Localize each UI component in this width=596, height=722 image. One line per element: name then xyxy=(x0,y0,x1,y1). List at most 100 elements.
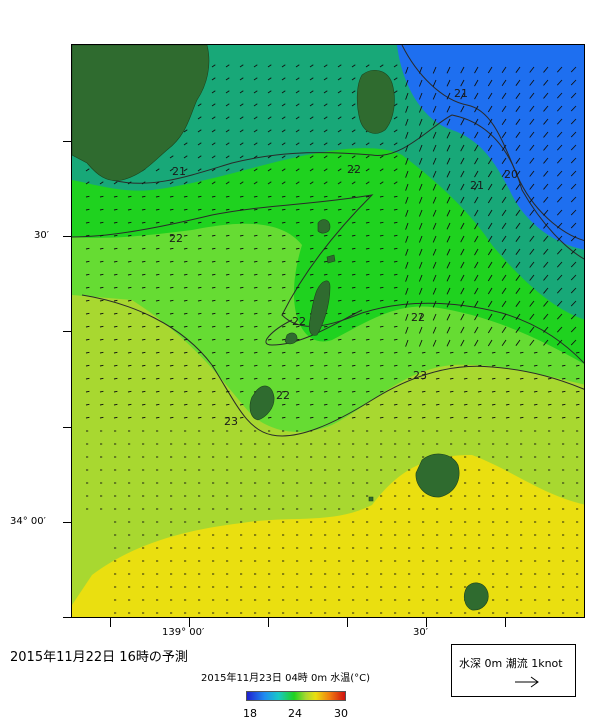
toshima xyxy=(317,219,331,234)
current-vector xyxy=(556,326,563,333)
current-vector xyxy=(543,274,549,281)
current-vector xyxy=(197,103,202,107)
current-vector xyxy=(519,351,524,354)
current-vector xyxy=(337,129,342,133)
current-vector xyxy=(197,364,202,367)
current-vector xyxy=(85,390,90,393)
mikurajima xyxy=(463,582,489,611)
current-vector xyxy=(225,377,230,380)
current-vector xyxy=(405,183,409,191)
current-vector xyxy=(225,260,230,263)
current-vector xyxy=(432,157,437,165)
current-vector xyxy=(393,364,398,367)
current-vector xyxy=(575,390,580,393)
current-vector xyxy=(533,377,538,380)
current-vector xyxy=(432,287,437,295)
current-vector xyxy=(169,208,174,211)
current-vector xyxy=(281,168,286,172)
current-vector xyxy=(432,209,437,217)
current-vector xyxy=(85,234,90,237)
current-vector xyxy=(323,260,328,263)
current-vector xyxy=(99,364,104,367)
current-vector xyxy=(393,247,398,250)
current-vector xyxy=(183,390,188,393)
arrow-right-icon xyxy=(515,676,539,688)
current-vector xyxy=(547,364,552,367)
current-vector xyxy=(323,390,328,393)
current-vector xyxy=(460,170,465,178)
current-vector xyxy=(529,131,535,138)
current-vector xyxy=(85,377,90,380)
current-vector xyxy=(393,299,398,302)
sst-map[interactable]: 20 21 21 21 22 22 22 22 22 23 23 xyxy=(71,44,585,618)
current-vector xyxy=(351,403,356,406)
current-vector xyxy=(225,338,230,341)
current-vector xyxy=(379,260,384,263)
current-vector xyxy=(379,299,384,302)
current-vector xyxy=(379,142,384,146)
current-vector xyxy=(351,129,356,133)
current-vector xyxy=(446,261,451,269)
current-vector xyxy=(405,170,409,178)
current-vector xyxy=(253,260,258,263)
current-vector xyxy=(155,168,160,172)
current-vector xyxy=(267,351,272,354)
current-vector xyxy=(487,261,493,269)
current-vector xyxy=(183,247,188,250)
current-vector xyxy=(501,105,507,113)
current-vector xyxy=(449,416,454,419)
current-vector xyxy=(393,325,398,328)
current-vector xyxy=(337,286,342,289)
current-vector xyxy=(405,144,409,152)
current-vector xyxy=(432,274,437,282)
current-vector xyxy=(127,299,132,302)
current-vector xyxy=(529,274,535,281)
current-vector xyxy=(365,142,370,146)
current-vector xyxy=(487,300,493,308)
current-vector xyxy=(435,416,440,419)
current-vector xyxy=(365,377,370,380)
current-vector xyxy=(85,181,90,185)
contour-label: 21 xyxy=(470,179,484,192)
current-vector xyxy=(85,247,90,250)
current-vector xyxy=(183,351,188,354)
current-vector xyxy=(351,364,356,367)
current-vector xyxy=(267,64,272,68)
current-vector xyxy=(543,222,549,229)
current-vector xyxy=(141,247,146,250)
current-vector xyxy=(446,274,451,282)
current-vector xyxy=(169,338,174,341)
current-vector xyxy=(463,377,468,380)
current-vector xyxy=(239,273,244,276)
current-vector xyxy=(197,247,202,250)
current-vector xyxy=(570,92,577,99)
current-vector xyxy=(169,155,174,159)
current-vector xyxy=(113,195,118,198)
current-vector xyxy=(432,235,437,243)
current-vector xyxy=(432,79,437,87)
current-vector xyxy=(460,105,465,113)
current-vector xyxy=(99,403,104,406)
current-vector xyxy=(211,234,216,237)
current-vector xyxy=(295,377,300,380)
current-vector xyxy=(99,377,104,380)
current-vector xyxy=(211,403,216,406)
current-vector xyxy=(113,325,118,328)
current-vector xyxy=(239,168,244,172)
current-vector xyxy=(183,168,188,172)
current-vector xyxy=(211,364,216,367)
current-vector xyxy=(113,390,118,393)
current-vector xyxy=(309,351,314,354)
current-vector xyxy=(365,208,370,211)
current-vector xyxy=(505,377,510,380)
current-vector xyxy=(281,273,286,276)
current-vector xyxy=(239,247,244,250)
current-vector xyxy=(487,131,493,139)
current-vector xyxy=(253,77,258,81)
contour-21 xyxy=(111,114,584,260)
current-vector xyxy=(337,90,342,94)
izu-peninsula xyxy=(72,45,210,181)
current-vector xyxy=(491,351,496,354)
current-vector xyxy=(281,377,286,380)
current-vector xyxy=(405,313,409,321)
